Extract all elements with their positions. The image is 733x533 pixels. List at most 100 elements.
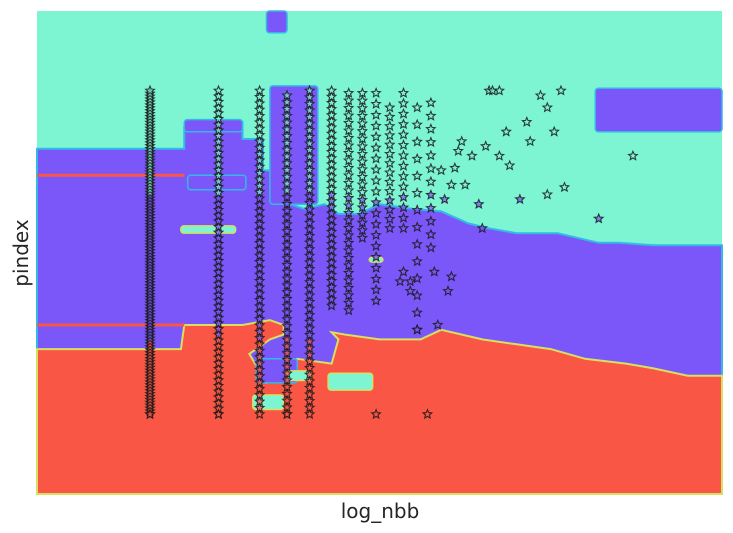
data-point <box>281 231 293 243</box>
data-point <box>397 149 410 161</box>
data-point <box>342 124 355 136</box>
data-point <box>281 340 293 352</box>
data-point <box>356 201 369 213</box>
data-point <box>303 375 316 387</box>
data-point <box>281 272 293 284</box>
data-point <box>253 268 266 280</box>
data-point <box>356 109 369 121</box>
data-point <box>303 170 316 182</box>
data-point <box>281 143 293 155</box>
data-point <box>370 108 382 120</box>
data-point <box>370 163 382 175</box>
data-point <box>342 132 355 144</box>
data-point <box>212 84 225 96</box>
data-point <box>356 87 369 98</box>
data-point <box>303 229 316 241</box>
data-point <box>281 367 293 379</box>
data-point <box>253 148 266 160</box>
data-point <box>592 212 605 224</box>
data-point <box>303 249 316 261</box>
data-point <box>253 211 266 223</box>
data-point <box>425 109 437 121</box>
data-point <box>397 87 410 98</box>
data-point <box>384 120 396 132</box>
data-point <box>397 107 410 119</box>
data-point <box>342 251 355 263</box>
data-point <box>473 198 485 210</box>
data-point <box>356 224 369 236</box>
data-point <box>397 222 410 234</box>
data-point <box>425 123 437 134</box>
data-point <box>342 162 355 174</box>
data-point <box>281 164 293 176</box>
data-point <box>253 179 266 191</box>
data-point <box>253 351 266 363</box>
data-point <box>281 259 293 270</box>
data-point <box>370 240 382 252</box>
data-point <box>370 87 382 98</box>
data-point <box>356 193 369 205</box>
data-point <box>281 408 293 420</box>
data-point <box>253 357 266 369</box>
data-point <box>342 154 355 166</box>
data-point <box>253 338 266 350</box>
data-point <box>281 218 293 230</box>
data-point <box>281 103 293 114</box>
data-point <box>370 283 382 295</box>
data-point <box>281 109 293 121</box>
data-point <box>303 130 316 142</box>
data-point <box>342 109 355 121</box>
data-point <box>303 348 316 360</box>
data-point <box>303 84 316 96</box>
data-point <box>411 204 423 216</box>
data-point <box>500 125 512 137</box>
data-point <box>303 342 316 354</box>
data-point <box>303 216 316 228</box>
data-point <box>303 256 316 268</box>
data-point <box>253 205 266 217</box>
data-point <box>397 201 410 213</box>
data-point <box>253 236 266 248</box>
data-point <box>384 222 396 234</box>
data-point <box>404 285 417 297</box>
data-point <box>384 157 396 169</box>
data-point <box>253 129 266 140</box>
data-point <box>281 225 293 237</box>
data-point <box>370 229 382 241</box>
data-point <box>397 211 410 223</box>
data-point <box>303 124 316 136</box>
data-point <box>281 360 293 372</box>
data-point <box>303 203 316 215</box>
data-point <box>325 84 338 96</box>
data-point <box>303 111 316 122</box>
data-point <box>541 101 554 113</box>
data-point <box>303 276 316 288</box>
data-point <box>253 389 266 401</box>
data-point <box>397 159 410 171</box>
data-point <box>253 97 266 109</box>
data-point <box>253 90 266 103</box>
data-point <box>411 152 423 164</box>
data-point <box>425 202 437 214</box>
data-point <box>303 302 316 314</box>
data-point <box>303 335 316 347</box>
data-point <box>370 174 382 186</box>
data-point <box>253 306 266 318</box>
data-point <box>459 178 471 190</box>
data-point <box>253 313 266 324</box>
data-point <box>411 306 423 318</box>
data-point <box>438 193 451 205</box>
data-point <box>370 119 382 131</box>
data-point <box>303 395 316 406</box>
data-point <box>144 84 156 96</box>
data-point <box>370 141 382 153</box>
data-point <box>342 206 355 218</box>
data-point <box>281 211 293 223</box>
data-point <box>303 190 316 202</box>
data-point <box>342 221 355 233</box>
data-point <box>281 306 293 318</box>
data-point <box>342 117 355 128</box>
data-point <box>425 241 437 253</box>
data-point <box>144 408 156 420</box>
data-point <box>303 117 316 129</box>
